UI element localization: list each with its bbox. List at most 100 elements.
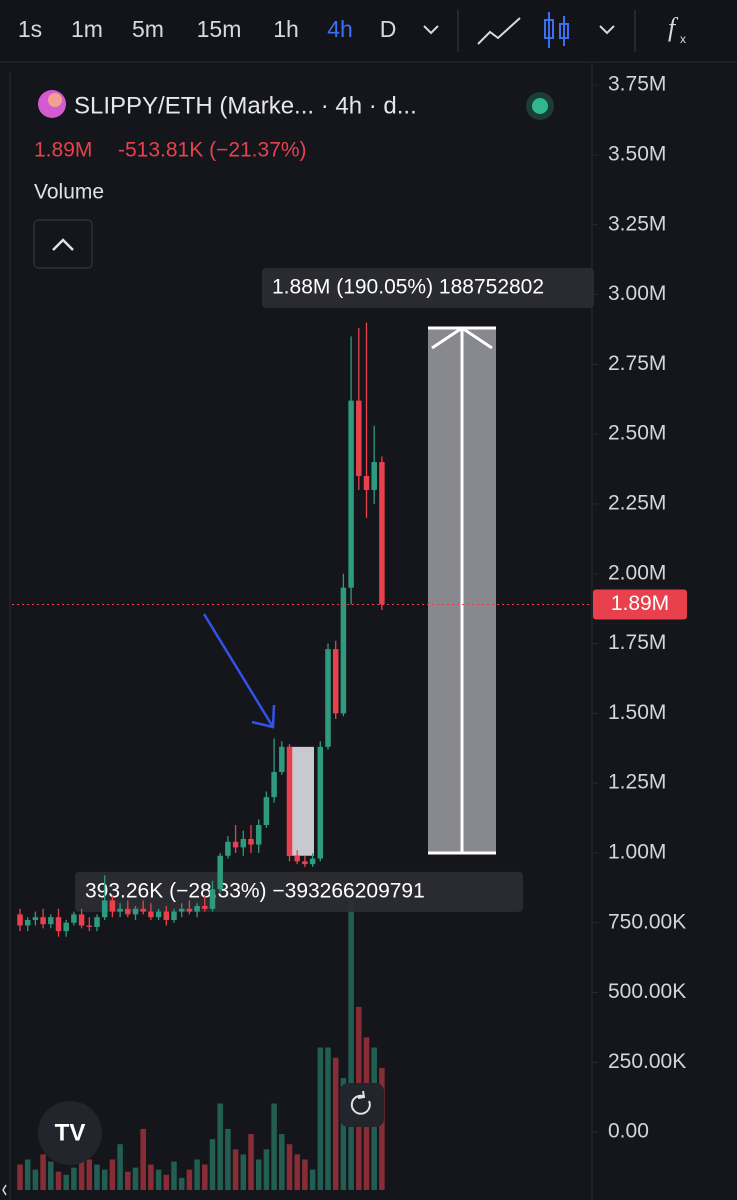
tv-logo-bg[interactable] <box>38 1101 102 1165</box>
volume-bar <box>17 1164 23 1190</box>
measure-label: 1.88M (190.05%) 188752802 <box>272 276 544 299</box>
more-intervals[interactable] <box>423 25 439 35</box>
volume-bar <box>263 1149 270 1190</box>
tv-logo[interactable]: TV <box>55 1119 86 1146</box>
candle-body <box>140 908 146 912</box>
candle-body <box>263 797 270 826</box>
volume-bar <box>332 1057 339 1190</box>
candle-body <box>186 908 193 912</box>
candle-body <box>217 855 223 890</box>
arrow-annotation <box>202 613 276 729</box>
candle-body <box>32 917 39 920</box>
y-tick-label: 1.75M <box>608 631 666 654</box>
volume-bar <box>255 1159 262 1190</box>
candle-body <box>348 400 354 588</box>
volume-bar <box>125 1171 131 1190</box>
market-status <box>532 98 548 114</box>
volume-bar <box>94 1164 100 1190</box>
y-tick-label: 750.00K <box>608 910 686 933</box>
volume-bar <box>348 900 354 1190</box>
interval-button[interactable]: 5m <box>132 16 164 42</box>
interval-button[interactable]: 1h <box>273 16 299 42</box>
candle-body <box>78 914 85 926</box>
line-chart-icon[interactable] <box>477 17 521 45</box>
volume-bar <box>24 1159 31 1190</box>
volume-bar <box>63 1174 69 1190</box>
candle-body <box>117 908 123 912</box>
volume-bar <box>379 1067 385 1190</box>
volume-bar <box>71 1167 77 1190</box>
volume-bar <box>232 1149 239 1190</box>
volume-layer <box>17 900 385 1190</box>
candle-body <box>232 841 239 848</box>
volume-bar <box>55 1171 62 1190</box>
candle-body <box>55 917 62 932</box>
candle-body <box>356 400 362 477</box>
collapse-button[interactable] <box>33 219 93 269</box>
volume-bar <box>132 1167 139 1190</box>
candle-body <box>340 587 347 714</box>
interval-button[interactable]: 4h <box>327 16 353 42</box>
volume-bar <box>86 1159 93 1190</box>
volume-bar <box>109 1159 116 1190</box>
volume-bar <box>117 1144 123 1190</box>
volume-bar <box>48 1161 54 1190</box>
y-tick-label: 1.25M <box>608 771 666 794</box>
volume-bar <box>317 1047 324 1190</box>
volume-bar <box>155 1169 162 1190</box>
last-price-label: 1.89M <box>611 592 669 615</box>
interval-button[interactable]: 1s <box>18 16 42 42</box>
y-tick-label: 3.25M <box>608 212 666 235</box>
candle-body <box>86 925 93 927</box>
volume-bar <box>217 1103 223 1190</box>
candle-body <box>178 908 185 912</box>
volume-bar <box>178 1177 185 1190</box>
candle-body <box>225 841 231 856</box>
volume-bar <box>32 1169 39 1190</box>
volume-bar <box>325 1047 331 1190</box>
volume-bar <box>40 1154 46 1190</box>
plot: 1.88M (190.05%) 188752802 393.26K (−28.33… <box>17 268 594 937</box>
volume-bar <box>209 1139 216 1190</box>
volume-bar <box>271 1103 277 1190</box>
measure-label-bg <box>75 871 523 912</box>
candle-body <box>371 462 377 490</box>
candle-body <box>194 906 200 912</box>
candle-body <box>279 746 285 772</box>
toolbar <box>0 0 737 62</box>
interval-button[interactable]: D <box>380 16 397 42</box>
interval-bar: 1s 1m 5m 15m 1h 4h D <box>18 16 396 42</box>
volume-bar <box>194 1159 200 1190</box>
volume-bar <box>163 1174 170 1190</box>
collapse-icon <box>52 238 74 251</box>
volume-bar <box>225 1128 231 1190</box>
y-tick-label: 1.50M <box>608 701 666 724</box>
header-change: -513.81K (−21.37%) <box>118 139 307 162</box>
indicators-button-x[interactable]: x <box>680 32 686 46</box>
candle-body <box>71 914 77 923</box>
y-tick-label: 2.50M <box>608 422 666 445</box>
candle-body <box>286 746 293 856</box>
y-tick-label: 3.50M <box>608 142 666 165</box>
candle-body <box>325 649 331 747</box>
symbol: SLIPPY/ETH (Marke... · 4h · d... <box>74 92 417 119</box>
reset-button[interactable] <box>340 1083 384 1127</box>
y-tick-label: 2.75M <box>608 352 666 375</box>
volume-bar <box>171 1161 177 1190</box>
interval-button[interactable]: 15m <box>197 16 242 42</box>
chart-type-menu[interactable] <box>599 25 615 35</box>
token-icon-face <box>48 93 62 107</box>
candle-icon[interactable] <box>544 12 569 48</box>
volume-bar <box>294 1154 300 1190</box>
candle-body <box>302 861 308 865</box>
candle-body <box>40 917 46 925</box>
interval-button[interactable]: 1m <box>71 16 103 42</box>
scroll-left[interactable] <box>2 1184 7 1196</box>
measure-label-bg <box>262 268 594 309</box>
candle-body <box>24 919 31 926</box>
y-tick-label: 500.00K <box>608 980 686 1003</box>
candle-body <box>363 476 370 490</box>
indicators-button[interactable]: f <box>668 13 679 42</box>
candle-body <box>155 911 162 918</box>
candle-body <box>209 889 216 909</box>
